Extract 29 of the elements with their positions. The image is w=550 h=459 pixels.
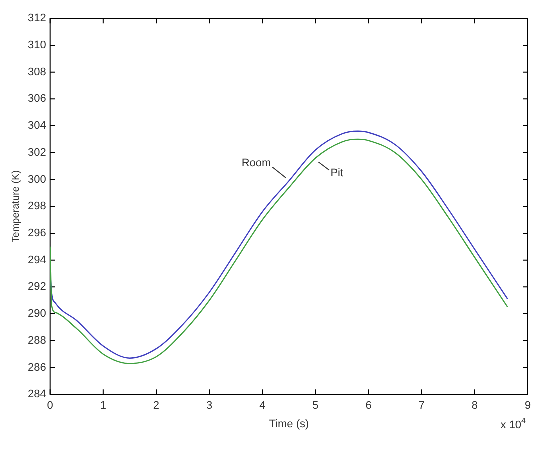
y-tick-label: 312 bbox=[28, 12, 46, 25]
x-tick-label: 7 bbox=[418, 400, 425, 412]
x-tick-label: 6 bbox=[366, 400, 372, 412]
x-tick-label: 0 bbox=[47, 400, 54, 412]
y-tick-label: 296 bbox=[28, 227, 46, 240]
y-tick-label: 290 bbox=[28, 308, 46, 320]
y-axis-title: Temperature (K) bbox=[10, 170, 22, 243]
series-label: Room bbox=[242, 158, 272, 170]
y-tick-label: 292 bbox=[28, 281, 46, 294]
y-tick-label: 284 bbox=[28, 388, 46, 401]
y-tick-label: 304 bbox=[28, 120, 46, 132]
y-tick-label: 308 bbox=[28, 66, 46, 78]
series-label: Pit bbox=[330, 168, 344, 180]
y-tick-label: 306 bbox=[28, 93, 46, 106]
x-tick-label: 5 bbox=[312, 400, 319, 412]
x-tick-label: 1 bbox=[100, 400, 106, 412]
y-tick-label: 298 bbox=[28, 200, 46, 213]
x-axis-title: Time (s) bbox=[269, 418, 310, 430]
x-tick-label: 8 bbox=[472, 400, 478, 412]
y-tick-label: 300 bbox=[28, 174, 46, 186]
x-tick-label: 4 bbox=[260, 400, 266, 412]
x-tick-label: 2 bbox=[153, 400, 160, 412]
x-tick-label: 9 bbox=[524, 400, 532, 412]
y-tick-label: 310 bbox=[28, 39, 46, 52]
y-tick-label: 294 bbox=[28, 254, 46, 266]
y-tick-label: 286 bbox=[28, 362, 46, 374]
y-tick-label: 288 bbox=[28, 334, 46, 347]
x-tick-label: 3 bbox=[206, 400, 213, 412]
y-tick-label: 302 bbox=[28, 146, 46, 159]
